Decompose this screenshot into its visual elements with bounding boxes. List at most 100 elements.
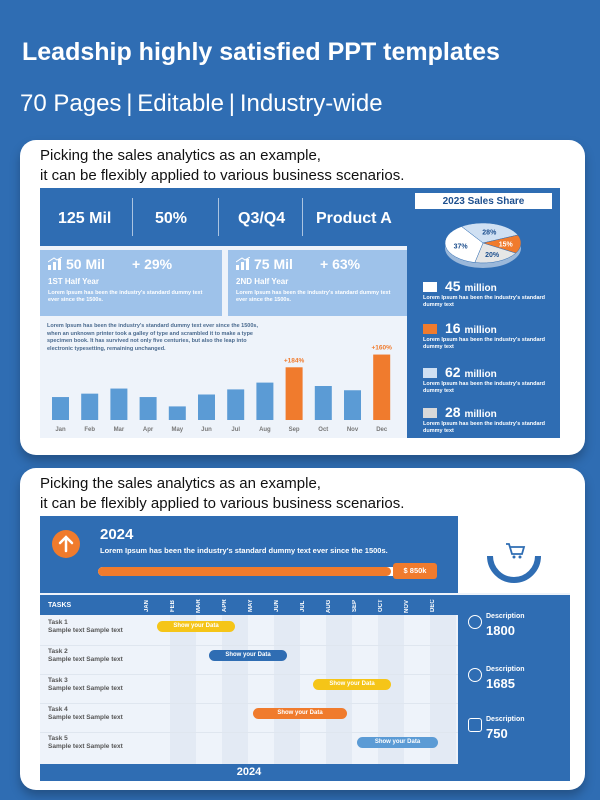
legend-desc: Lorem Ipsum has been the industry's stan…	[423, 381, 546, 394]
summary-desc: Lorem Ipsum has been the industry's stan…	[100, 546, 388, 555]
pie-slice	[474, 242, 517, 264]
page-subtitle: 70 Pages | Editable | Industry-wide	[20, 90, 383, 117]
task-bar: Show your Data	[157, 621, 235, 632]
growth-chart-icon	[236, 257, 250, 270]
legend-desc: Lorem Ipsum has been the industry's stan…	[423, 295, 546, 308]
divider	[132, 198, 133, 236]
description-item: Description 1685	[468, 666, 525, 691]
month-header: FEB	[170, 600, 176, 612]
month-header: APR	[222, 599, 228, 613]
tasks-header: TASKS	[48, 602, 72, 609]
first-half-label: 1ST Half Year	[48, 277, 99, 286]
bar-mar	[110, 388, 128, 420]
legend-desc: Lorem Ipsum has been the industry's stan…	[423, 337, 546, 350]
top-stat-percent: 50%	[155, 210, 188, 227]
top-stat-product: Product A	[316, 210, 392, 227]
task-label: Task 4 Sample text Sample text	[48, 706, 123, 722]
bar-feb	[81, 393, 99, 420]
row-divider	[40, 732, 458, 733]
share-title-bg	[415, 193, 552, 209]
month-header: OCT	[378, 599, 384, 613]
x-tick-label: May	[171, 427, 183, 433]
description-item: Description 1800	[468, 613, 525, 638]
gear-icon	[468, 668, 482, 682]
legend-swatch	[423, 408, 437, 418]
legend-swatch	[423, 282, 437, 292]
task-label: Task 5 Sample text Sample text	[48, 735, 123, 751]
pie-slice	[444, 226, 484, 263]
task-sample: Sample text Sample text	[48, 714, 123, 721]
month-column	[274, 615, 300, 764]
x-tick-label: Jan	[55, 427, 66, 433]
divider	[302, 198, 303, 236]
month-header: MAY	[248, 599, 254, 613]
top-stat-revenue: 125 Mil	[58, 210, 112, 227]
bar-jun	[198, 394, 215, 420]
card-caption-line1: Picking the sales analytics as an exampl…	[40, 475, 321, 492]
card-caption-line2: it can be flexibly applied to various bu…	[40, 167, 405, 184]
legend-unit: million	[464, 325, 497, 336]
gantt-slide: 2024 Lorem Ipsum has been the industry's…	[40, 516, 570, 781]
bar-jul	[227, 389, 245, 420]
task-bar: Show your Data	[253, 708, 347, 719]
task-label: Task 3 Sample text Sample text	[48, 677, 123, 693]
bar-jan	[52, 397, 69, 420]
month-header: AUG	[326, 599, 332, 613]
row-divider	[40, 703, 458, 704]
x-tick-label: Dec	[376, 427, 388, 433]
month-header: MAR	[196, 599, 202, 613]
legend-value: 62	[445, 364, 461, 380]
second-half-label: 2ND Half Year	[236, 277, 289, 286]
task-sample: Sample text Sample text	[48, 685, 123, 692]
first-half-value: 50 Mil	[66, 256, 105, 272]
legend-desc: Lorem Ipsum has been the industry's stan…	[423, 421, 546, 434]
task-name: Task 1	[48, 619, 68, 626]
month-column	[222, 615, 248, 764]
bar-oct	[314, 386, 332, 420]
sales-dashboard-slide: 125 Mil 50% Q3/Q4 Product A 50 Mil + 29%…	[40, 188, 427, 438]
legend-swatch	[423, 324, 437, 334]
bar-annotation: +184%	[284, 357, 305, 364]
legend-swatch	[423, 368, 437, 378]
task-bar: Show your Data	[357, 737, 438, 748]
gantt-header: TASKS JAN FEB MAR APR MAY JUN JUL AUG SEP OCT NOV D…	[40, 595, 458, 615]
legend-value: 28	[445, 404, 461, 420]
description-value: 1800	[486, 623, 515, 638]
bar-sep	[285, 367, 303, 420]
month-header: NOV	[404, 599, 410, 613]
description-label: Description	[486, 666, 525, 673]
first-half-box: 50 Mil + 29% 1ST Half Year Lorem Ipsum h…	[40, 250, 222, 316]
pie-label: 20%	[485, 252, 500, 259]
task-name: Task 5	[48, 735, 68, 742]
sales-share-pie-chart: 28%15% 20% 37%	[444, 222, 522, 268]
second-half-desc: Lorem Ipsum has been the industry's stan…	[236, 290, 391, 303]
month-header: JUL	[300, 600, 306, 612]
gantt-footer-year: 2024	[40, 764, 458, 781]
legend-unit: million	[464, 283, 497, 294]
pie-label: 37%	[454, 243, 469, 250]
month-header: DEC	[430, 599, 436, 613]
month-column	[248, 615, 274, 764]
shopping-cart-icon	[487, 543, 541, 583]
card-icon	[468, 718, 482, 732]
card-caption-line2: it can be flexibly applied to various bu…	[40, 495, 405, 512]
month-header: JAN	[144, 600, 150, 613]
pie-label: 15%	[499, 242, 514, 249]
cart-badge	[458, 516, 570, 593]
x-tick-label: Feb	[84, 427, 95, 433]
month-header: JUN	[274, 600, 280, 613]
row-divider	[40, 645, 458, 646]
x-tick-label: Nov	[347, 427, 359, 433]
descriptions-panel: Description 1800 Description 1685 Descri…	[458, 595, 570, 781]
progress-fill	[98, 567, 392, 576]
task-name: Task 3	[48, 677, 68, 684]
description-label: Description	[486, 613, 525, 620]
bar-may	[168, 406, 186, 420]
bar-dec	[373, 354, 391, 420]
month-column	[170, 615, 196, 764]
pie-label: 28%	[482, 229, 497, 236]
first-half-desc: Lorem Ipsum has been the industry's stan…	[48, 290, 203, 303]
month-column	[144, 615, 170, 764]
progress-amount: $ 850k	[393, 563, 437, 579]
summary-year: 2024	[100, 526, 134, 543]
